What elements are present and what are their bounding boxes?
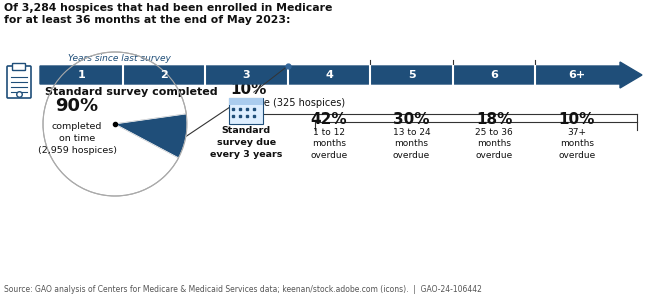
Text: Source: GAO analysis of Centers for Medicare & Medicaid Services data; keenan/st: Source: GAO analysis of Centers for Medi… [4,285,482,294]
Text: 10%: 10% [558,112,595,127]
Text: 3: 3 [242,70,250,80]
Text: 5: 5 [408,70,415,80]
Text: 30%: 30% [393,112,430,127]
Text: 1: 1 [77,70,85,80]
Text: 2: 2 [160,70,168,80]
Text: Of 3,284 hospices that had been enrolled in Medicare: Of 3,284 hospices that had been enrolled… [4,3,332,13]
Text: overdue (325 hospices): overdue (325 hospices) [230,98,345,108]
Text: 1 to 12
months
overdue: 1 to 12 months overdue [311,128,348,160]
FancyBboxPatch shape [7,66,31,98]
Text: 6+: 6+ [568,70,585,80]
Text: 90%: 90% [55,97,99,115]
FancyBboxPatch shape [229,98,263,124]
Text: Standard
survey due
every 3 years: Standard survey due every 3 years [210,126,283,158]
Text: 37+
months
overdue: 37+ months overdue [558,128,595,160]
Text: Standard survey completed: Standard survey completed [45,87,218,97]
Text: completed
on time
(2,959 hospices): completed on time (2,959 hospices) [38,122,116,155]
Wedge shape [43,52,187,196]
Text: for at least 36 months at the end of May 2023:: for at least 36 months at the end of May… [4,15,291,25]
Text: 6: 6 [490,70,498,80]
FancyArrow shape [40,62,642,88]
Bar [229,98,263,105]
Text: 42%: 42% [311,112,347,127]
Wedge shape [115,114,187,158]
FancyBboxPatch shape [12,63,25,71]
Text: 4: 4 [325,70,333,80]
Text: Years since last survey: Years since last survey [68,54,171,63]
Text: 10%: 10% [230,82,266,97]
Text: 18%: 18% [476,112,512,127]
Text: 25 to 36
months
overdue: 25 to 36 months overdue [475,128,513,160]
Text: 13 to 24
months
overdue: 13 to 24 months overdue [393,128,430,160]
